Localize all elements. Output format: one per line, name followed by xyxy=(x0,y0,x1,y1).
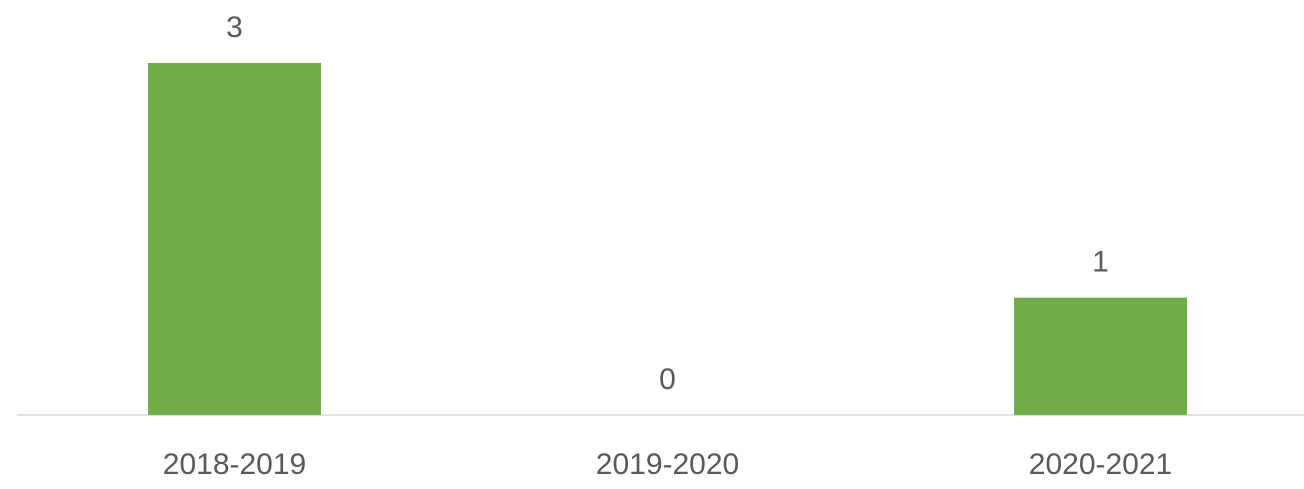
data-label: 1 xyxy=(1092,246,1109,279)
bar xyxy=(148,63,321,415)
x-tick-label: 2019-2020 xyxy=(596,448,739,481)
data-label: 3 xyxy=(226,11,243,44)
bar xyxy=(1014,297,1187,415)
data-label: 0 xyxy=(659,363,676,396)
x-tick-label: 2018-2019 xyxy=(163,448,306,481)
x-tick-label: 2020-2021 xyxy=(1029,448,1172,481)
